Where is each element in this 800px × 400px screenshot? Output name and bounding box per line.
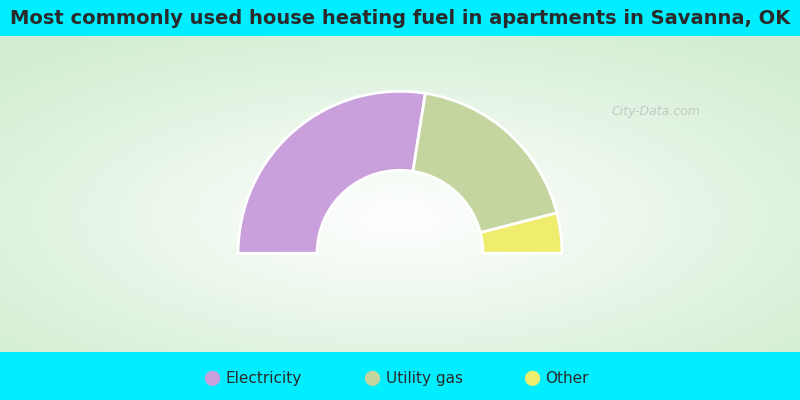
Text: Other: Other [546, 371, 589, 386]
Wedge shape [480, 213, 562, 253]
Wedge shape [238, 91, 426, 253]
Text: ⬤: ⬤ [363, 371, 381, 386]
Text: City-Data.com: City-Data.com [611, 106, 701, 118]
Text: ⬤: ⬤ [203, 371, 221, 386]
Wedge shape [413, 93, 557, 233]
Text: ⬤: ⬤ [523, 371, 541, 386]
Text: Electricity: Electricity [226, 371, 302, 386]
Text: Most commonly used house heating fuel in apartments in Savanna, OK: Most commonly used house heating fuel in… [10, 8, 790, 28]
Text: Utility gas: Utility gas [386, 371, 462, 386]
